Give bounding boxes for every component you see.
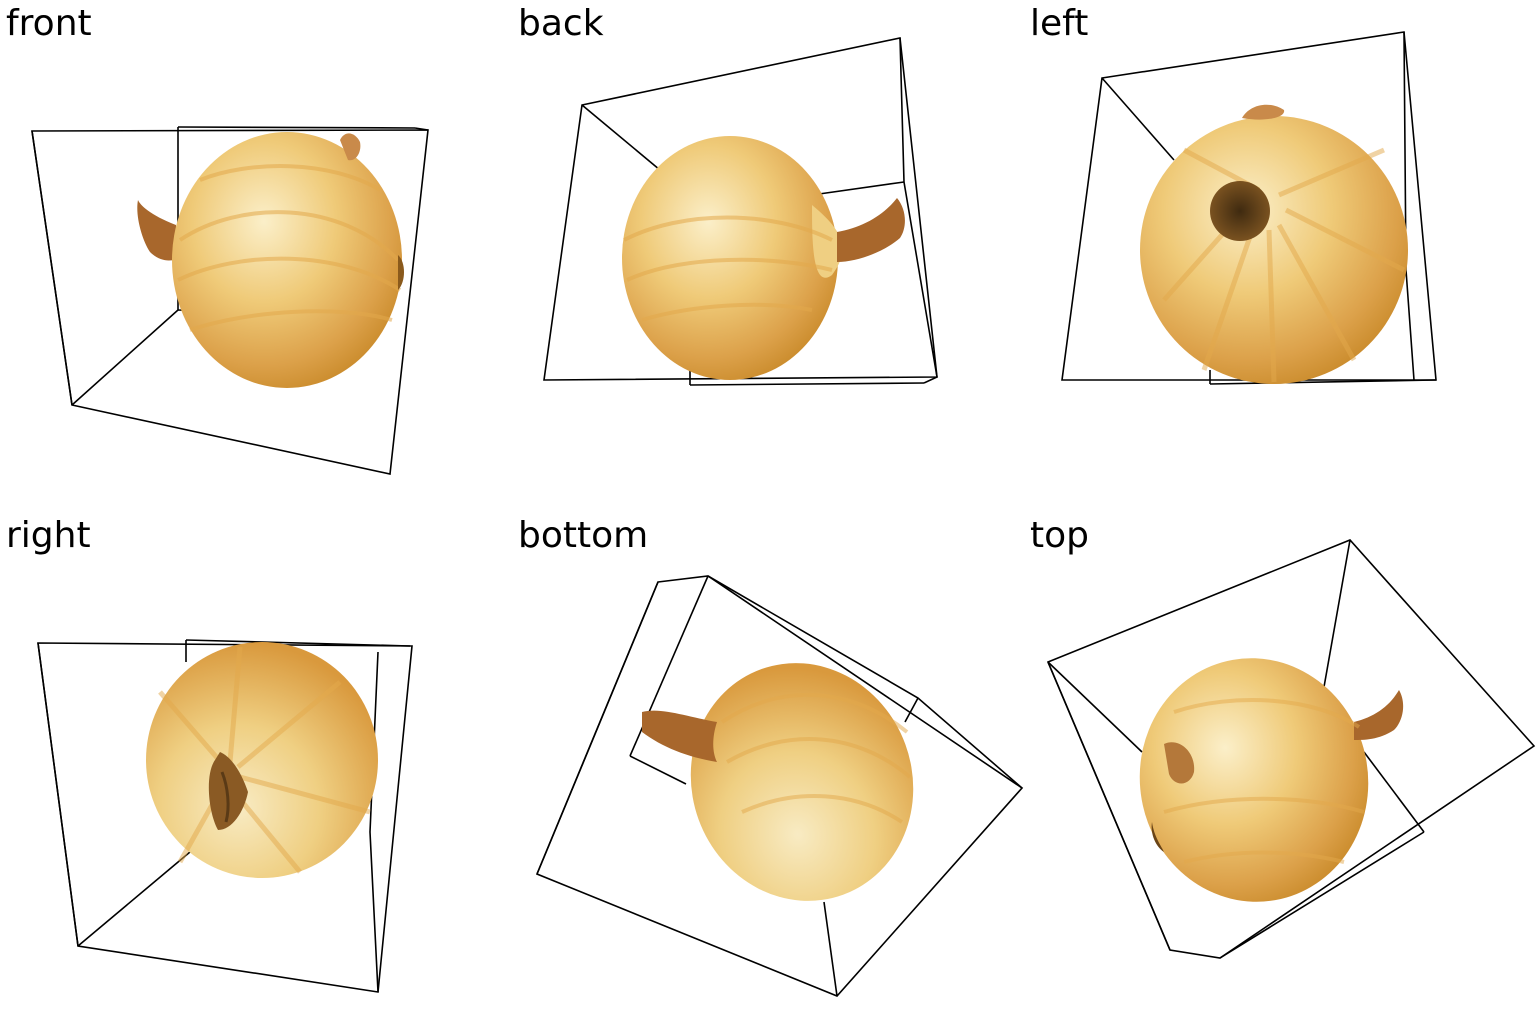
onion	[642, 663, 914, 901]
onion-render-left	[1061, 31, 1437, 385]
view-panel-right: right	[0, 512, 512, 1024]
onion	[146, 642, 378, 878]
view-label: right	[6, 515, 91, 556]
onion	[1140, 104, 1408, 384]
bounding-box	[535, 575, 1024, 997]
view-panel-left: left	[1024, 0, 1536, 512]
onion-render-front	[31, 126, 429, 475]
onion-render-bottom	[535, 575, 1024, 997]
onion	[137, 132, 404, 388]
view-panel-bottom: bottom	[512, 512, 1024, 1024]
onion-render-right	[37, 639, 413, 993]
view-panel-back: back	[512, 0, 1024, 512]
view-label: top	[1030, 515, 1089, 556]
onion-render-top	[1046, 539, 1536, 959]
view-label: front	[6, 3, 92, 44]
view-panel-front: front	[0, 0, 512, 512]
onion	[622, 136, 905, 380]
view-label: left	[1030, 3, 1089, 44]
view-label: bottom	[518, 515, 649, 556]
bounding-box	[1046, 539, 1536, 959]
view-label: back	[518, 3, 604, 44]
onion-render-back	[543, 37, 938, 386]
view-panel-top: top	[1024, 512, 1536, 1024]
bounding-box	[543, 37, 938, 386]
onion	[1139, 658, 1404, 902]
